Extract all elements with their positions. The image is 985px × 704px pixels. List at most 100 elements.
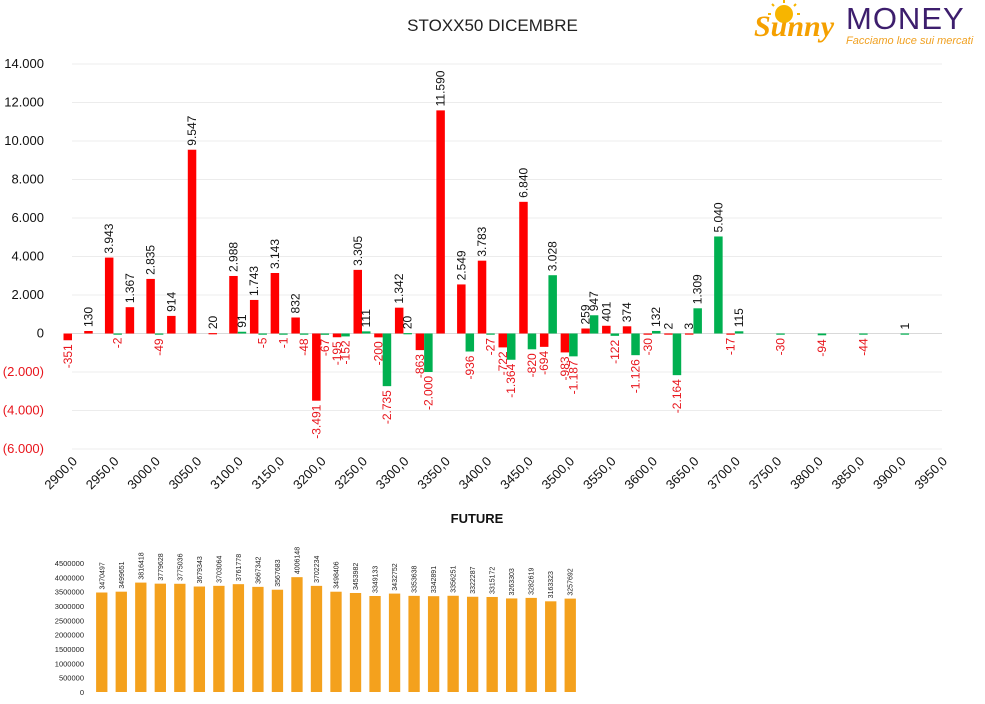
logo-tagline: Facciamo luce sui mercati xyxy=(846,35,974,47)
data-label: 9.547 xyxy=(185,115,199,145)
data-label: -30 xyxy=(641,338,655,356)
bar-green xyxy=(382,333,392,387)
data-label: 914 xyxy=(164,292,178,312)
future-y-tick-label: 1500000 xyxy=(55,645,84,654)
bar-red xyxy=(581,328,590,334)
future-bar xyxy=(213,585,225,692)
bar-red xyxy=(436,110,445,334)
future-bar xyxy=(427,596,440,692)
future-data-label: 3353638 xyxy=(412,566,419,593)
bar-red xyxy=(643,333,652,335)
future-data-label: 3816418 xyxy=(138,552,145,579)
data-label: 374 xyxy=(620,302,634,322)
data-label: 401 xyxy=(599,301,613,321)
future-y-tick-label: 1000000 xyxy=(55,659,84,668)
data-label: -863 xyxy=(413,354,427,378)
data-label: 2 xyxy=(661,322,675,329)
future-bar xyxy=(506,598,518,692)
bar-red xyxy=(208,333,217,335)
data-label: -351 xyxy=(61,344,75,368)
future-data-label: 3356251 xyxy=(451,565,458,592)
bar-green xyxy=(734,331,744,334)
bar-red xyxy=(146,278,155,334)
future-bar xyxy=(486,596,498,692)
bar-red xyxy=(539,333,549,347)
future-bar xyxy=(271,589,284,692)
y-tick-label: 2.000 xyxy=(11,287,44,302)
future-data-label: 3779628 xyxy=(158,553,165,580)
data-label: 91 xyxy=(235,314,249,328)
data-label: 5.040 xyxy=(711,202,725,232)
bar-red xyxy=(104,257,114,334)
data-label: 2.549 xyxy=(454,250,468,280)
data-label: 130 xyxy=(81,307,95,327)
future-bar xyxy=(193,586,206,692)
data-label: -67 xyxy=(318,338,332,356)
data-label: -30 xyxy=(774,338,788,356)
bar-green xyxy=(465,333,475,352)
bar-green xyxy=(693,308,702,334)
future-y-tick-label: 3500000 xyxy=(55,588,84,597)
future-data-label: 3761778 xyxy=(236,554,243,581)
bar-green xyxy=(672,333,682,376)
bar-red xyxy=(498,333,507,348)
chart-title: STOXX50 DICEMBRE xyxy=(407,16,578,35)
y-tick-label: 4.000 xyxy=(11,249,44,264)
bar-green xyxy=(258,333,267,335)
bar-green xyxy=(610,333,620,336)
data-label: -200 xyxy=(371,341,385,365)
data-label: -49 xyxy=(152,338,166,356)
future-data-label: 3667342 xyxy=(255,557,262,584)
data-label: 3.305 xyxy=(351,236,365,266)
data-label: -195 xyxy=(330,341,344,365)
bar-red xyxy=(602,325,611,334)
future-y-tick-label: 2000000 xyxy=(55,631,84,640)
bar-red xyxy=(84,330,93,334)
future-bar xyxy=(447,595,459,692)
data-label: 3.028 xyxy=(546,241,560,271)
data-label: -2.000 xyxy=(421,376,435,410)
bar-green xyxy=(652,330,661,334)
bar-green xyxy=(299,333,309,335)
bar-green xyxy=(569,333,578,357)
future-data-label: 3453982 xyxy=(353,563,360,590)
bar-green xyxy=(900,333,910,335)
bar-red xyxy=(664,333,673,335)
data-label: 20 xyxy=(206,315,220,329)
future-bar xyxy=(291,577,303,692)
bar-red xyxy=(249,299,259,334)
y-tick-label: 6.000 xyxy=(11,210,44,225)
bar-red xyxy=(477,260,487,334)
bar-green xyxy=(362,331,371,334)
future-bar xyxy=(564,598,576,692)
future-bar xyxy=(252,586,264,692)
data-label: 20 xyxy=(401,315,415,329)
future-data-label: 3263303 xyxy=(509,568,516,595)
data-label: -820 xyxy=(525,353,539,377)
future-data-label: 3315172 xyxy=(490,567,497,594)
data-label: -27 xyxy=(484,338,498,356)
data-label: -1 xyxy=(276,337,290,348)
future-bar xyxy=(408,595,420,692)
future-data-label: 3349133 xyxy=(373,566,380,593)
data-label: 259 xyxy=(579,304,593,324)
future-bar xyxy=(174,583,186,692)
future-data-label: 3702234 xyxy=(314,556,321,583)
bar-green xyxy=(279,333,288,335)
y-tick-label: (2.000) xyxy=(3,364,44,379)
data-label: -122 xyxy=(608,340,622,364)
future-y-tick-label: 0 xyxy=(80,688,84,697)
data-label: -936 xyxy=(463,355,477,379)
future-data-label: 3703064 xyxy=(216,555,223,582)
y-tick-label: 8.000 xyxy=(11,172,44,187)
data-label: 832 xyxy=(289,293,303,313)
data-label: 1 xyxy=(898,322,912,329)
data-label: 132 xyxy=(649,307,663,327)
future-bar xyxy=(369,595,381,692)
data-label: 1.743 xyxy=(247,266,261,296)
bar-green xyxy=(859,333,868,335)
bar-green xyxy=(507,333,516,360)
future-y-tick-label: 2500000 xyxy=(55,616,84,625)
bar-red xyxy=(684,333,694,335)
